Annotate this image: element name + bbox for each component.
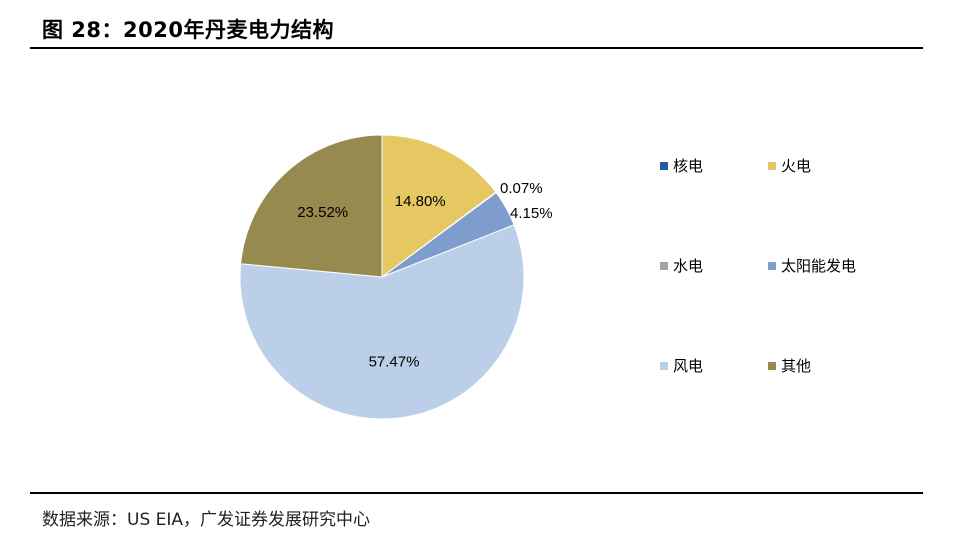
page-title: 图 28：2020年丹麦电力结构 <box>42 18 334 42</box>
pie-labels: 14.80% 0.07% 4.15% 57.47% 23.52% <box>297 180 552 370</box>
legend-label-nuclear: 核电 <box>673 157 704 175</box>
legend-item-wind: 风电 <box>660 355 703 376</box>
legend-swatch-other <box>768 361 776 370</box>
source-divider <box>30 492 923 494</box>
pie-slice-other <box>240 134 383 278</box>
source-note: 数据来源：US EIA，广发证券发展研究中心 <box>42 510 371 530</box>
legend-label-hydro: 水电 <box>673 257 704 275</box>
pie-label-other: 23.52% <box>297 204 348 221</box>
legend-swatch-thermal <box>768 161 776 170</box>
pie-label-thermal: 14.80% <box>395 193 446 210</box>
legend-swatch-wind <box>660 361 668 370</box>
legend-label-wind: 风电 <box>673 357 704 375</box>
legend-label-thermal: 火电 <box>781 157 812 175</box>
legend-label-other: 其他 <box>781 357 812 375</box>
pie-slice-wind <box>239 224 525 420</box>
title-divider <box>30 47 923 49</box>
legend-item-thermal: 火电 <box>768 155 811 176</box>
legend-item-hydro: 水电 <box>660 255 703 276</box>
legend-item-solar: 太阳能发电 <box>768 255 856 276</box>
pie-label-wind: 57.47% <box>369 353 420 370</box>
legend-item-other: 其他 <box>768 355 811 376</box>
legend-swatch-solar <box>768 261 776 270</box>
legend-label-solar: 太阳能发电 <box>781 257 857 275</box>
legend-swatch-nuclear <box>660 161 668 170</box>
legend-item-nuclear: 核电 <box>660 155 703 176</box>
pie-label-solar: 4.15% <box>510 205 553 222</box>
legend-swatch-hydro <box>660 261 668 270</box>
pie-label-hydro: 0.07% <box>500 180 543 197</box>
pie-slice-thermal <box>381 134 497 278</box>
chart-legend: 核电 火电 水电 太阳能发电 风电 其他 <box>660 155 920 385</box>
pie-slices <box>239 134 525 420</box>
